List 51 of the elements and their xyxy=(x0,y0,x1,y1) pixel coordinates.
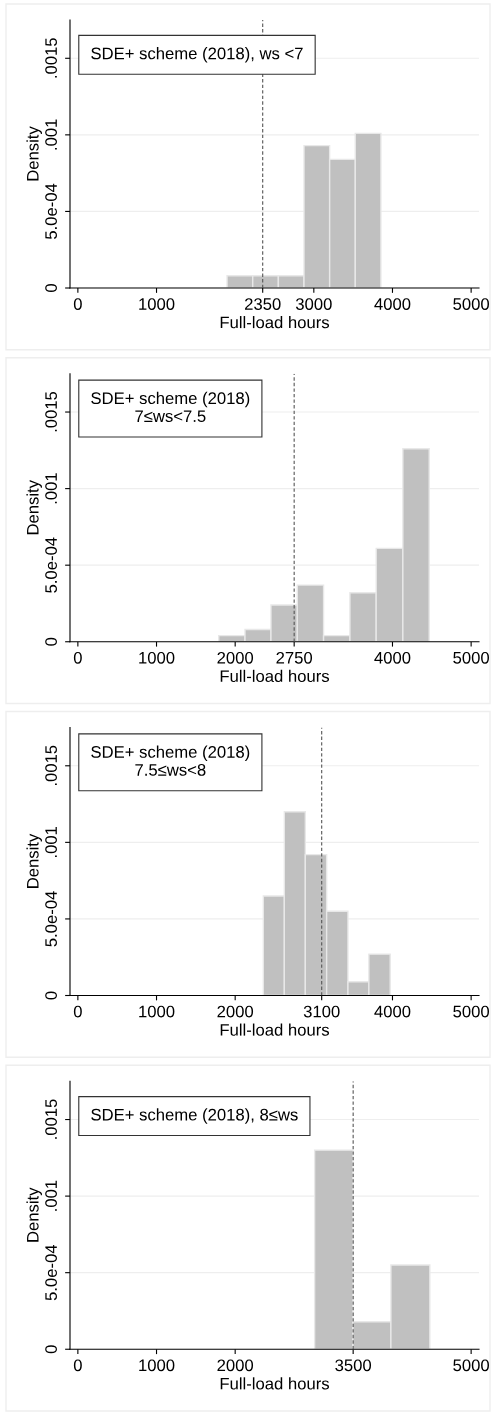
x-tick-label: 5000 xyxy=(453,1359,490,1372)
x-tick-label: 2000 xyxy=(217,651,254,664)
x-tick-label: 2000 xyxy=(217,1359,254,1372)
x-tick-label: 5000 xyxy=(453,651,490,664)
x-tick-label: 5000 xyxy=(453,298,490,310)
x-tick-label: 2000 xyxy=(217,1005,254,1018)
y-axis-title: Density xyxy=(26,126,42,181)
y-tick-label: 5.0e-04 xyxy=(45,1244,57,1301)
annotation: SDE+ scheme (2018), 8≤ws xyxy=(91,1108,298,1124)
x-tick-label: 5000 xyxy=(453,1005,490,1018)
x-tick-label: 4000 xyxy=(374,1005,411,1018)
y-tick-label: 0 xyxy=(45,637,57,646)
y-tick-label: 5.0e-04 xyxy=(45,891,57,947)
y-tick-label: 5.0e-04 xyxy=(45,183,57,240)
y-axis-title: Density xyxy=(26,1187,42,1242)
x-tick-label: 1000 xyxy=(139,1005,175,1018)
y-tick-label: 5.0e-04 xyxy=(45,537,57,593)
y-tick-label: .001 xyxy=(45,119,57,150)
y-tick-label: .0015 xyxy=(45,1099,57,1139)
y-tick-label: .0015 xyxy=(45,391,57,432)
annotation: SDE+ scheme (2018), ws <7 xyxy=(91,47,303,63)
y-tick-label: 0 xyxy=(45,284,57,292)
x-tick-label: 3500 xyxy=(335,1359,372,1372)
x-tick-label: 1000 xyxy=(139,298,175,310)
annotation: SDE+ scheme (2018) 7.5≤ws<8 xyxy=(91,745,250,776)
y-tick-label: .001 xyxy=(45,473,57,504)
x-tick-label: 2750 xyxy=(276,651,313,664)
x-axis-title: Full-load hours xyxy=(220,1023,330,1036)
x-axis-title: Full-load hours xyxy=(220,1377,330,1390)
annotation: SDE+ scheme (2018) 7≤ws<7.5 xyxy=(91,391,250,423)
x-tick-label: 1000 xyxy=(139,1359,175,1372)
y-tick-label: 0 xyxy=(45,991,57,1000)
y-axis-title: Density xyxy=(26,479,42,535)
x-axis-title: Full-load hours xyxy=(220,669,330,683)
x-tick-label: 2350 xyxy=(245,298,281,310)
y-tick-label: .0015 xyxy=(45,38,57,78)
y-tick-label: .001 xyxy=(45,1180,57,1211)
x-tick-label: 4000 xyxy=(374,298,411,310)
x-axis-title: Full-load hours xyxy=(220,316,330,329)
y-axis-title: Density xyxy=(26,833,42,888)
y-tick-label: 0 xyxy=(45,1345,57,1354)
x-tick-label: 3000 xyxy=(295,298,332,310)
y-tick-label: .001 xyxy=(45,826,57,858)
y-tick-label: .0015 xyxy=(45,745,57,786)
x-tick-label: 1000 xyxy=(139,651,175,664)
x-tick-label: 4000 xyxy=(374,651,411,664)
x-tick-label: 3100 xyxy=(303,1005,340,1018)
x-tick-label: 0 xyxy=(73,1359,82,1372)
x-tick-label: 0 xyxy=(73,651,82,664)
x-tick-label: 0 xyxy=(73,298,82,310)
x-tick-label: 0 xyxy=(73,1005,82,1018)
